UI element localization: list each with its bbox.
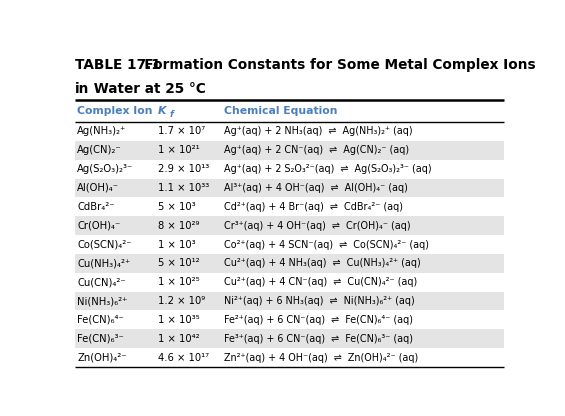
Text: 5 × 10³: 5 × 10³ <box>158 202 196 212</box>
Text: TABLE 17.1: TABLE 17.1 <box>75 58 161 72</box>
Text: Ag(NH₃)₂⁺: Ag(NH₃)₂⁺ <box>77 126 127 136</box>
Bar <box>75 178 504 197</box>
Bar <box>75 254 504 273</box>
Text: Al³⁺(aq) + 4 OH⁻(aq)  ⇌  Al(OH)₄⁻ (aq): Al³⁺(aq) + 4 OH⁻(aq) ⇌ Al(OH)₄⁻ (aq) <box>224 183 408 193</box>
Text: Complex Ion: Complex Ion <box>77 106 153 116</box>
Text: 1 × 10²⁵: 1 × 10²⁵ <box>158 277 200 287</box>
Text: f: f <box>169 110 173 119</box>
Text: Zn(OH)₄²⁻: Zn(OH)₄²⁻ <box>77 353 127 363</box>
Text: Formation Constants for Some Metal Complex Ions: Formation Constants for Some Metal Compl… <box>130 58 536 72</box>
Text: 1.1 × 10³³: 1.1 × 10³³ <box>158 183 210 193</box>
Text: Fe²⁺(aq) + 6 CN⁻(aq)  ⇌  Fe(CN)₆⁴⁻ (aq): Fe²⁺(aq) + 6 CN⁻(aq) ⇌ Fe(CN)₆⁴⁻ (aq) <box>224 315 413 325</box>
Bar <box>75 141 504 160</box>
Text: 1 × 10³: 1 × 10³ <box>158 240 196 250</box>
Text: Co(SCN)₄²⁻: Co(SCN)₄²⁻ <box>77 240 132 250</box>
Text: 1.2 × 10⁹: 1.2 × 10⁹ <box>158 296 206 306</box>
Text: Fe(CN)₆³⁻: Fe(CN)₆³⁻ <box>77 334 124 344</box>
Text: Fe(CN)₆⁴⁻: Fe(CN)₆⁴⁻ <box>77 315 124 325</box>
Text: Fe³⁺(aq) + 6 CN⁻(aq)  ⇌  Fe(CN)₆³⁻ (aq): Fe³⁺(aq) + 6 CN⁻(aq) ⇌ Fe(CN)₆³⁻ (aq) <box>224 334 413 344</box>
Text: Ni(NH₃)₆²⁺: Ni(NH₃)₆²⁺ <box>77 296 128 306</box>
Text: Ag⁺(aq) + 2 S₂O₃²⁻(aq)  ⇌  Ag(S₂O₃)₂³⁻ (aq): Ag⁺(aq) + 2 S₂O₃²⁻(aq) ⇌ Ag(S₂O₃)₂³⁻ (aq… <box>224 164 432 174</box>
Text: 5 × 10¹²: 5 × 10¹² <box>158 258 200 268</box>
Text: Ag⁺(aq) + 2 CN⁻(aq)  ⇌  Ag(CN)₂⁻ (aq): Ag⁺(aq) + 2 CN⁻(aq) ⇌ Ag(CN)₂⁻ (aq) <box>224 145 409 155</box>
Text: 4.6 × 10¹⁷: 4.6 × 10¹⁷ <box>158 353 209 363</box>
Text: 1 × 10³⁵: 1 × 10³⁵ <box>158 315 200 325</box>
Text: Water at 25 °C: Water at 25 °C <box>89 82 206 96</box>
Text: Ag(S₂O₃)₂³⁻: Ag(S₂O₃)₂³⁻ <box>77 164 133 174</box>
Text: CdBr₄²⁻: CdBr₄²⁻ <box>77 202 115 212</box>
Text: Ag(CN)₂⁻: Ag(CN)₂⁻ <box>77 145 122 155</box>
Bar <box>75 292 504 310</box>
Text: Cr(OH)₄⁻: Cr(OH)₄⁻ <box>77 220 120 230</box>
Text: 2.9 × 10¹³: 2.9 × 10¹³ <box>158 164 210 174</box>
Text: 1 × 10⁴²: 1 × 10⁴² <box>158 334 200 344</box>
Text: Cu(CN)₄²⁻: Cu(CN)₄²⁻ <box>77 277 126 287</box>
Bar <box>75 216 504 235</box>
Text: 1.7 × 10⁷: 1.7 × 10⁷ <box>158 126 206 136</box>
Text: Co²⁺(aq) + 4 SCN⁻(aq)  ⇌  Co(SCN)₄²⁻ (aq): Co²⁺(aq) + 4 SCN⁻(aq) ⇌ Co(SCN)₄²⁻ (aq) <box>224 240 429 250</box>
Text: Cu²⁺(aq) + 4 CN⁻(aq)  ⇌  Cu(CN)₄²⁻ (aq): Cu²⁺(aq) + 4 CN⁻(aq) ⇌ Cu(CN)₄²⁻ (aq) <box>224 277 417 287</box>
Text: Al(OH)₄⁻: Al(OH)₄⁻ <box>77 183 119 193</box>
Bar <box>75 329 504 348</box>
Text: K: K <box>158 106 167 116</box>
Text: 1 × 10²¹: 1 × 10²¹ <box>158 145 200 155</box>
Text: Chemical Equation: Chemical Equation <box>224 106 337 116</box>
Text: Cr³⁺(aq) + 4 OH⁻(aq)  ⇌  Cr(OH)₄⁻ (aq): Cr³⁺(aq) + 4 OH⁻(aq) ⇌ Cr(OH)₄⁻ (aq) <box>224 220 411 230</box>
Text: 8 × 10²⁹: 8 × 10²⁹ <box>158 220 199 230</box>
Text: Zn²⁺(aq) + 4 OH⁻(aq)  ⇌  Zn(OH)₄²⁻ (aq): Zn²⁺(aq) + 4 OH⁻(aq) ⇌ Zn(OH)₄²⁻ (aq) <box>224 353 418 363</box>
Text: Cu(NH₃)₄²⁺: Cu(NH₃)₄²⁺ <box>77 258 131 268</box>
Text: Cu²⁺(aq) + 4 NH₃(aq)  ⇌  Cu(NH₃)₄²⁺ (aq): Cu²⁺(aq) + 4 NH₃(aq) ⇌ Cu(NH₃)₄²⁺ (aq) <box>224 258 420 268</box>
Text: Ag⁺(aq) + 2 NH₃(aq)  ⇌  Ag(NH₃)₂⁺ (aq): Ag⁺(aq) + 2 NH₃(aq) ⇌ Ag(NH₃)₂⁺ (aq) <box>224 126 412 136</box>
Text: Cd²⁺(aq) + 4 Br⁻(aq)  ⇌  CdBr₄²⁻ (aq): Cd²⁺(aq) + 4 Br⁻(aq) ⇌ CdBr₄²⁻ (aq) <box>224 202 403 212</box>
Text: in: in <box>75 82 89 96</box>
Text: Ni²⁺(aq) + 6 NH₃(aq)  ⇌  Ni(NH₃)₆²⁺ (aq): Ni²⁺(aq) + 6 NH₃(aq) ⇌ Ni(NH₃)₆²⁺ (aq) <box>224 296 415 306</box>
